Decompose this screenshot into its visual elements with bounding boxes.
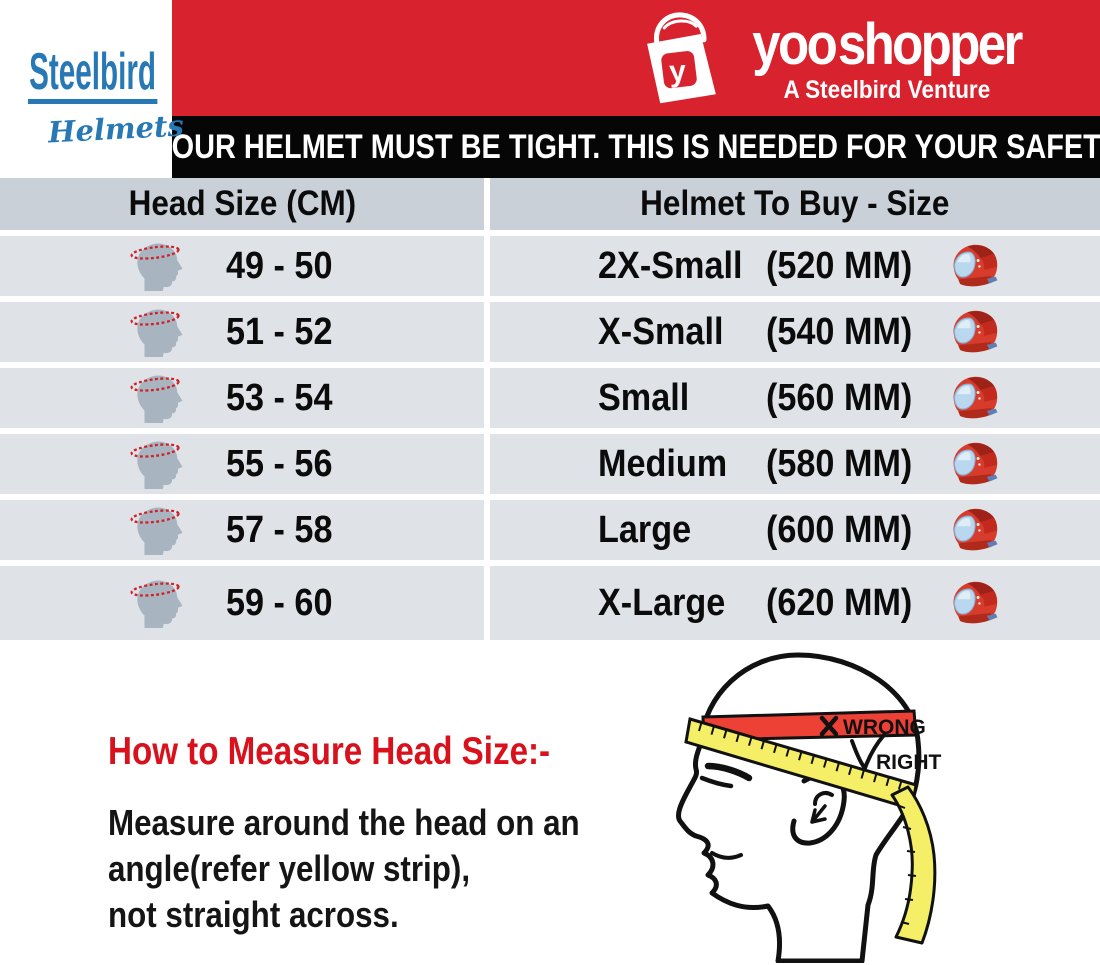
helmet-size-name: Small: [598, 376, 690, 419]
helmet-size-mm: (580 MM): [766, 442, 913, 485]
table-row: 51 - 52 X-Small (540 MM): [0, 302, 1100, 362]
wrong-label: WRONG: [843, 716, 926, 739]
helmet-size-mm: (560 MM): [766, 376, 913, 419]
howto-line-1: Measure around the head on an: [108, 802, 580, 843]
yooshopper-brand-text: yoo shopper: [752, 12, 1023, 77]
yooshopper-logo: yoo shopper A Steelbird Venture: [634, 8, 1039, 108]
howto-title: How to Measure Head Size:-: [108, 730, 551, 773]
helmet-size-name: 2X-Small: [598, 244, 743, 287]
head-measure-icon: [128, 504, 186, 556]
check-mark: [850, 733, 886, 772]
eyebrow-line: [704, 762, 753, 782]
helmet-size-mm: (520 MM): [766, 244, 913, 287]
helmet-icon: [947, 308, 999, 356]
head-measure-icon: [128, 438, 186, 490]
helmet-size-name: Large: [598, 508, 692, 551]
helmet-size-name: X-Small: [598, 310, 724, 353]
table-row: 49 - 50 2X-Small (520 MM): [0, 236, 1100, 296]
head-size-value: 57 - 58: [226, 508, 333, 551]
yooshopper-tagline: A Steelbird Venture: [783, 76, 990, 104]
size-table: Head Size (CM) Helmet To Buy - Size 49 -…: [0, 178, 1100, 640]
shopping-bag-helmet-icon: [634, 8, 730, 108]
col-header-helmet-size: Helmet To Buy - Size: [490, 178, 1100, 230]
howto-line-2: angle(refer yellow strip),: [108, 848, 471, 889]
head-size-value: 55 - 56: [226, 442, 333, 485]
helmet-icon: [947, 579, 999, 627]
helmet-icon: [947, 374, 999, 422]
measure-tape-tail: [890, 785, 937, 945]
helmet-size-mm: (620 MM): [766, 581, 913, 624]
head-size-value: 53 - 54: [226, 376, 333, 419]
col-header-head-size: Head Size (CM): [0, 178, 484, 230]
helmet-icon: [947, 506, 999, 554]
helmet-size-mm: (600 MM): [766, 508, 913, 551]
howto-instructions: Measure around the head on an angle(refe…: [108, 800, 650, 938]
head-measure-icon: [128, 577, 186, 629]
steelbird-wordmark: Steelbird: [28, 46, 158, 104]
table-row: 59 - 60 X-Large (620 MM): [0, 566, 1100, 640]
table-row: 53 - 54 Small (560 MM): [0, 368, 1100, 428]
table-row: 55 - 56 Medium (580 MM): [0, 434, 1100, 494]
howto-line-3: not straight across.: [108, 894, 399, 935]
safety-banner: YOUR HELMET MUST BE TIGHT. THIS IS NEEDE…: [152, 116, 1100, 178]
x-mark: [819, 715, 839, 737]
head-measure-icon: [128, 306, 186, 358]
head-size-value: 49 - 50: [226, 244, 333, 287]
head-measurement-illustration: WRONG RIGHT: [675, 652, 942, 963]
head-measure-icon: [128, 240, 186, 292]
right-label: RIGHT: [876, 751, 942, 774]
steelbird-helmets-script: Helmets: [47, 108, 185, 150]
head-measure-icon: [128, 372, 186, 424]
head-size-value: 59 - 60: [226, 581, 333, 624]
brand-banner: yoo shopper A Steelbird Venture: [172, 0, 1100, 116]
helmet-size-name: X-Large: [598, 581, 726, 624]
steelbird-logo: Steelbird Helmets: [0, 0, 185, 178]
head-size-value: 51 - 52: [226, 310, 333, 353]
table-row: 57 - 58 Large (600 MM): [0, 500, 1100, 560]
helmet-size-mm: (540 MM): [766, 310, 913, 353]
helmet-icon: [947, 440, 999, 488]
table-header-row: Head Size (CM) Helmet To Buy - Size: [0, 178, 1100, 230]
helmet-size-name: Medium: [598, 442, 728, 485]
helmet-icon: [947, 242, 999, 290]
safety-banner-text: YOUR HELMET MUST BE TIGHT. THIS IS NEEDE…: [152, 127, 1100, 166]
